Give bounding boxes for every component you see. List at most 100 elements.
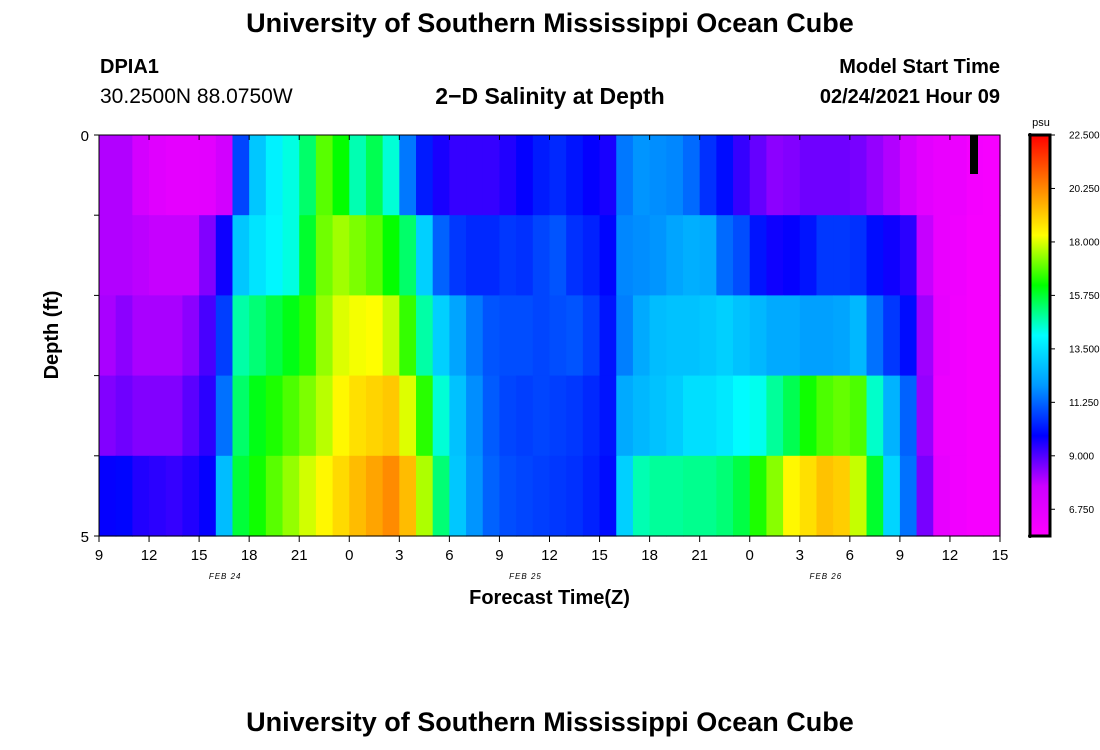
heatmap-cell: [566, 375, 584, 457]
heatmap-cell: [849, 215, 868, 296]
heatmap-cell: [99, 375, 117, 457]
model-start-value: 02/24/2021 Hour 09: [819, 86, 1000, 108]
heatmap-cell: [265, 215, 284, 296]
heatmap-cell: [399, 135, 417, 216]
x-date-label: FEB 26: [809, 572, 842, 581]
heatmap-cell: [699, 135, 717, 216]
heatmap-cell: [649, 295, 667, 377]
heatmap-cell: [766, 295, 784, 377]
colorbar-tick-label: 6.750: [1069, 505, 1094, 516]
y-tick-label: 5: [81, 529, 89, 546]
heatmap-cell: [232, 455, 250, 537]
heatmap-cell: [249, 135, 267, 216]
heatmap-cell: [649, 135, 667, 216]
heatmap-cell: [265, 375, 284, 457]
heatmap-cell: [866, 375, 884, 457]
heatmap-cell: [816, 215, 834, 296]
heatmap-cell: [332, 375, 350, 457]
heatmap-cell: [816, 295, 834, 377]
heatmap-cell: [966, 295, 984, 377]
heatmap-cell: [716, 455, 734, 537]
heatmap-cell: [616, 455, 634, 537]
heatmap-cell: [365, 215, 384, 296]
heatmap-cell: [783, 215, 801, 296]
heatmap-cell: [399, 375, 417, 457]
heatmap-cell: [349, 135, 367, 216]
heatmap-cell: [566, 295, 584, 377]
heatmap-cell: [432, 135, 450, 216]
heatmap-cell: [883, 295, 901, 377]
heatmap-cell: [399, 455, 417, 537]
heatmap-cell: [866, 135, 884, 216]
heatmap-cell: [733, 215, 751, 296]
heatmap-cell: [432, 455, 450, 537]
y-tick-label: 0: [81, 128, 89, 145]
heatmap-cell: [165, 135, 184, 216]
heatmap-cell: [666, 135, 684, 216]
heatmap-cell: [449, 455, 467, 537]
heatmap-cell: [716, 215, 734, 296]
heatmap-cell: [899, 375, 918, 457]
heatmap-cell: [232, 215, 250, 296]
heatmap-cell: [299, 455, 317, 537]
heatmap-cell: [499, 295, 517, 377]
heatmap-cell: [466, 455, 484, 537]
x-tick-label: 0: [746, 547, 754, 564]
heatmap-cell: [482, 295, 501, 377]
colorbar-corner-dot: [1028, 133, 1032, 137]
colorbar-tick-label: 15.750: [1069, 291, 1100, 302]
x-tick-label: 6: [846, 547, 854, 564]
heatmap-cell: [315, 295, 334, 377]
heatmap-cell: [716, 295, 734, 377]
heatmap-cell: [149, 375, 167, 457]
heatmap-cell: [332, 295, 350, 377]
heatmap-cell: [966, 375, 984, 457]
heatmap-cell: [849, 375, 868, 457]
heatmap-cell: [949, 455, 968, 537]
heatmap-cell: [516, 295, 534, 377]
heatmap-cell: [199, 135, 217, 216]
heatmap-cell: [149, 215, 167, 296]
heatmap-cell: [749, 295, 768, 377]
heatmap-cell: [532, 135, 551, 216]
x-tick-label: 12: [541, 547, 558, 564]
heatmap-cell: [249, 375, 267, 457]
heatmap-cell: [416, 215, 434, 296]
heatmap-cell: [182, 295, 200, 377]
heatmap-cell: [733, 375, 751, 457]
heatmap-cell: [799, 295, 818, 377]
heatmap-cell: [599, 135, 617, 216]
heatmap-cell: [215, 375, 234, 457]
heatmap-cell: [132, 295, 150, 377]
heatmap-cell: [199, 215, 217, 296]
heatmap-cell: [115, 135, 133, 216]
heatmap-cell: [616, 375, 634, 457]
heatmap-cell: [833, 215, 851, 296]
heatmap-cell: [249, 455, 267, 537]
heatmap-cell: [766, 215, 784, 296]
heatmap-cell: [733, 295, 751, 377]
heatmap-cell: [449, 135, 467, 216]
heatmap-cell: [849, 455, 868, 537]
heatmap-cell: [482, 135, 501, 216]
heatmap-cell: [616, 295, 634, 377]
heatmap-cell: [315, 215, 334, 296]
heatmap-cell: [866, 295, 884, 377]
heatmap-cell: [599, 375, 617, 457]
heatmap-cell: [182, 215, 200, 296]
heatmap-cell: [699, 295, 717, 377]
heatmap-cell: [532, 375, 551, 457]
heatmap-cell: [933, 375, 951, 457]
heatmap-cell: [99, 455, 117, 537]
heatmap-cell: [466, 215, 484, 296]
heatmap-cell: [432, 375, 450, 457]
colorbar-tick-label: 13.500: [1069, 344, 1100, 355]
heatmap-cell: [616, 215, 634, 296]
heatmap-cell: [99, 135, 117, 216]
heatmap-cell: [899, 215, 918, 296]
heatmap-cell: [466, 135, 484, 216]
heatmap-cell: [532, 215, 551, 296]
x-tick-label: 18: [641, 547, 658, 564]
heatmap-cell: [699, 455, 717, 537]
heatmap-cell: [416, 295, 434, 377]
